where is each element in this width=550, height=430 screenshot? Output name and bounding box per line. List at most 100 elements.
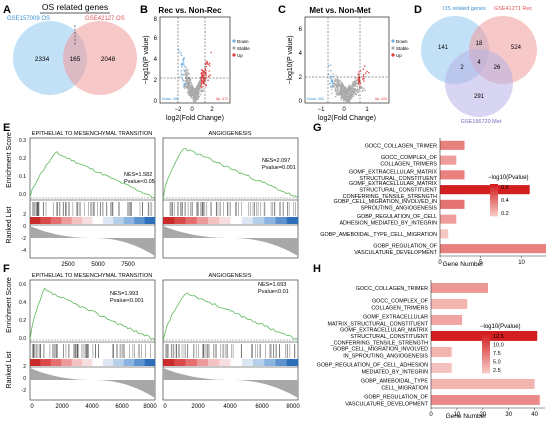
volcano-point (205, 84, 207, 86)
venn-a-right-circle (63, 21, 137, 95)
volcano-point (202, 76, 205, 79)
volcano-point (180, 52, 182, 54)
colorbar-cell (482, 366, 490, 369)
volcano-point (341, 97, 344, 99)
heat-strip-cell (241, 359, 254, 366)
volcano-c-xlabel: log2(Fold Change) (318, 115, 376, 122)
volcano-point (178, 51, 181, 53)
gsea-f-right-plot (162, 292, 299, 398)
heat-strip-cell (219, 359, 231, 366)
bar-chart-g-plot: GOCC_COLLAGEN_TRIMER GOCC_COMPLEX_OFCOLLA… (320, 138, 546, 266)
volcano-point (191, 86, 193, 89)
heat-strip-cell (241, 217, 254, 224)
volcano-point (352, 84, 354, 87)
volcano-point (183, 64, 185, 67)
bar (440, 185, 530, 195)
colorbar-tick-label: 0.4 (501, 198, 509, 204)
category-label: GOMF_EXTRACELLULAR_MATRIX (349, 170, 437, 176)
volcano-point (208, 62, 211, 65)
volcano-point (342, 97, 345, 100)
volcano-point (330, 85, 332, 88)
volcano-point (184, 80, 186, 82)
volcano-point (328, 64, 330, 67)
volcano-point (185, 86, 187, 89)
gsea-e-right-title: ANGIOGENESIS (209, 131, 252, 137)
colorbar-cell (490, 193, 498, 195)
heat-strip-cell (82, 359, 93, 366)
volcano-point (180, 54, 183, 57)
colorbar-cell (482, 341, 490, 344)
volcano-point (338, 79, 340, 82)
volcano-point (334, 84, 337, 87)
gsea-f-rank-tick: 0 (23, 376, 26, 382)
gsea-e-right: ANGIOGENESIS NES=2.097 Pvalue=0.001 (162, 131, 299, 259)
volcano-c-xtick: 1 (365, 107, 369, 113)
colorbar-tick-label: 12.5 (493, 334, 504, 340)
volcano-point (362, 68, 365, 70)
gsea-e-left-xtick: 7500 (121, 262, 135, 268)
category-label: GOCC_COLLAGEN_TRIMER (365, 143, 437, 149)
colorbar-tick-label: 2.5 (493, 368, 501, 374)
category-label: GOBP_CELL_MIGRATION_INVOLVED (333, 347, 428, 353)
bar (431, 363, 452, 373)
volcano-point (333, 82, 336, 85)
heat-strip-cell (275, 217, 288, 224)
bar (431, 299, 468, 309)
volcano-point (186, 86, 189, 88)
volcano-point (335, 92, 338, 95)
heat-strip-cell (144, 217, 156, 224)
colorbar-tick-label: 10.0 (493, 343, 504, 349)
venn-d-b-only: 524 (511, 45, 522, 51)
category-label: GOCC_COMPLEX_OF (381, 155, 438, 161)
volcano-point (196, 92, 198, 95)
category-label: STRUCTURAL_CONSTITUENT (359, 176, 437, 182)
gsea-e-es-tick: 0.3 (19, 138, 26, 144)
volcano-point (348, 99, 350, 101)
volcano-point (340, 98, 343, 101)
venn-d-a-only: 141 (438, 45, 449, 51)
colorbar-cell (482, 334, 490, 337)
x-tick-label: 20 (479, 412, 486, 418)
volcano-point (181, 62, 184, 65)
heat-strip-cell (253, 359, 265, 366)
heat-strip-cell (286, 359, 299, 366)
volcano-point (340, 94, 343, 96)
volcano-point (331, 84, 333, 87)
volcano-point (351, 94, 354, 96)
volcano-point (191, 92, 194, 95)
volcano-point (200, 72, 202, 75)
gsea-f-right-xtick: 0 (163, 404, 167, 410)
volcano-point (346, 96, 349, 99)
gsea-e-right-plot (162, 147, 299, 256)
heat-strip-cell (102, 217, 114, 224)
volcano-point (339, 94, 341, 96)
volcano-point (332, 85, 335, 87)
volcano-point (356, 85, 359, 88)
volcano-point (349, 90, 352, 92)
colorbar-cell (490, 185, 498, 187)
volcano-point (341, 82, 344, 84)
volcano-point (350, 88, 353, 90)
volcano-point (184, 70, 186, 73)
volcano-point (336, 85, 338, 87)
volcano-point (353, 93, 356, 96)
heat-strip-cell (163, 359, 175, 366)
volcano-point (352, 87, 355, 89)
heat-strip-cell (61, 217, 72, 224)
volcano-point (190, 95, 192, 98)
heat-strip-cell (196, 359, 209, 366)
volcano-point (348, 85, 351, 87)
category-label: VASCULATURE_DEVELOPMENT (354, 250, 437, 256)
colorbar-cell (490, 202, 498, 205)
colorbar-cell (482, 333, 490, 336)
volcano-point (353, 91, 355, 93)
ranked-list-area (30, 226, 155, 256)
volcano-point (184, 66, 187, 68)
ranked-list-area (163, 368, 298, 398)
volcano-point (188, 87, 191, 90)
volcano-point (187, 68, 189, 71)
heat-strip-cell (71, 359, 83, 366)
colorbar-cell (482, 349, 490, 352)
volcano-point (195, 99, 197, 102)
gsea-e-right-nes: NES=2.097 (262, 158, 290, 164)
